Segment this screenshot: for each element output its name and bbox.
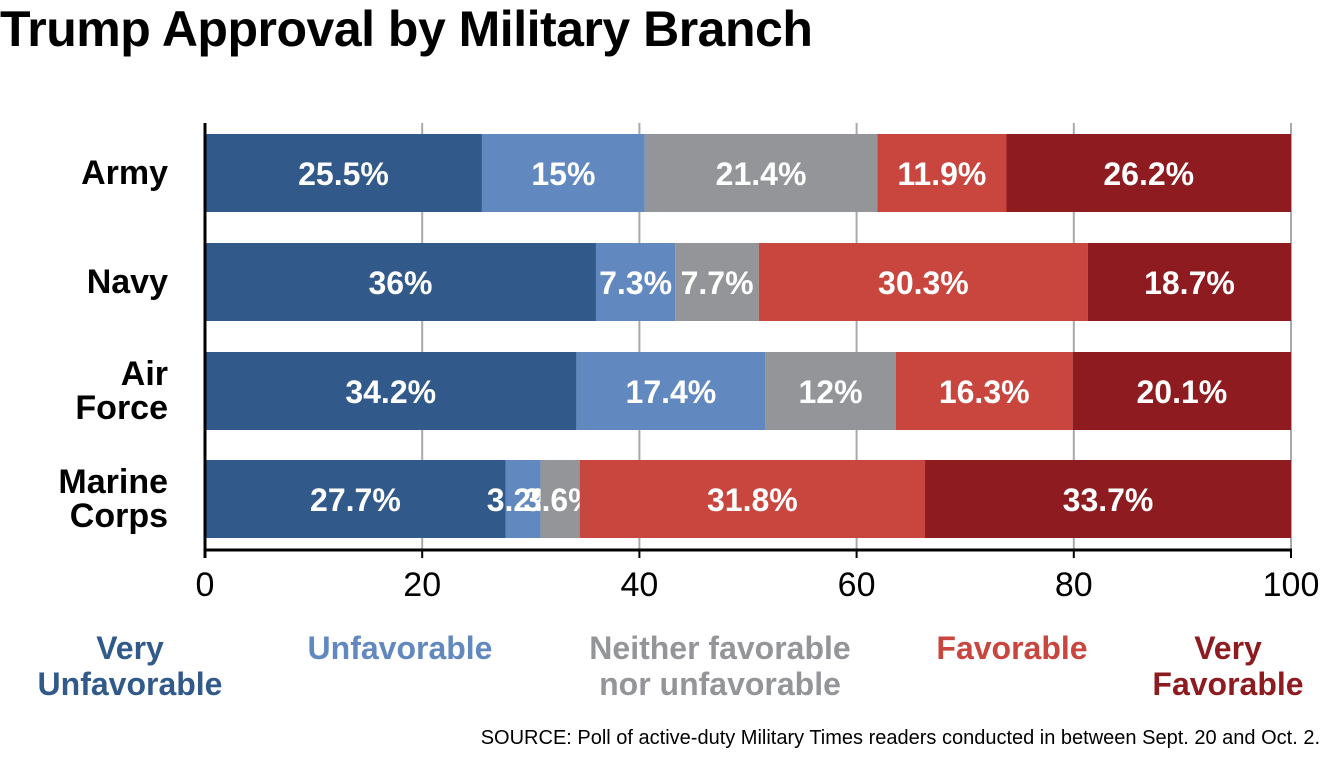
legend-item: Neither favorable nor unfavorable xyxy=(550,630,890,702)
data-label: 26.2% xyxy=(1103,156,1194,192)
bar-segment xyxy=(644,134,878,212)
source-note: SOURCE: Poll of active-duty Military Tim… xyxy=(480,727,1320,749)
legend-label-line: Neither favorable xyxy=(589,630,851,666)
bar-segment xyxy=(576,352,766,430)
x-tick-label: 80 xyxy=(1055,566,1093,604)
legend-label-line: Unfavorable xyxy=(307,630,493,666)
category-label: Marine xyxy=(58,463,168,501)
bar-segment xyxy=(895,352,1073,430)
data-label: 20.1% xyxy=(1136,374,1227,410)
bar-segment xyxy=(1072,352,1291,430)
bar-segment xyxy=(205,352,577,430)
x-tick-label: 100 xyxy=(1263,566,1320,604)
data-label: 17.4% xyxy=(626,374,717,410)
data-label: 16.3% xyxy=(939,374,1030,410)
data-label: 31.8% xyxy=(707,482,798,518)
bar-segment xyxy=(205,243,596,321)
bar-segment xyxy=(579,460,926,538)
bar-segment xyxy=(877,134,1007,212)
data-label: 36% xyxy=(368,265,432,301)
data-label: 27.7% xyxy=(310,482,401,518)
legend-label-line: Unfavorable xyxy=(37,666,223,702)
x-tick-label: 0 xyxy=(196,566,215,604)
data-label: 7.3% xyxy=(599,265,672,301)
data-label: 12% xyxy=(799,374,863,410)
data-label: 30.3% xyxy=(878,265,969,301)
bar-segment xyxy=(1087,243,1291,321)
legend-item: Favorable xyxy=(842,630,1182,666)
legend-item: Unfavorable xyxy=(230,630,570,666)
category-label: Corps xyxy=(70,497,168,535)
axes xyxy=(203,123,1292,558)
data-label: 18.7% xyxy=(1144,265,1235,301)
data-label: 34.2% xyxy=(345,374,436,410)
x-tick-label: 60 xyxy=(838,566,876,604)
bar-segment xyxy=(205,134,482,212)
bar-segment xyxy=(595,243,676,321)
bar-segment xyxy=(481,134,645,212)
category-label: Army xyxy=(81,154,168,192)
legend-label-line: Very xyxy=(1194,630,1262,666)
data-label: 7.7% xyxy=(681,265,754,301)
bar-segment xyxy=(675,243,759,321)
x-tick-labels: 0 20 40 60 80 100 xyxy=(196,566,1320,604)
bars: 25.5% 15% 21.4% 11.9% 26.2% 36% 7.3% 7.7% 30.3% 1… xyxy=(205,134,1291,538)
legend-item: Very Unfavorable xyxy=(0,630,300,702)
bar-segment xyxy=(765,352,896,430)
bar-segment xyxy=(505,460,541,538)
x-tick-label: 40 xyxy=(620,566,658,604)
data-label: 33.7% xyxy=(1063,482,1154,518)
legend-label-line: nor unfavorable xyxy=(599,666,841,702)
legend-label-line: Very xyxy=(96,630,164,666)
data-label: 11.9% xyxy=(897,156,986,192)
bar-segment xyxy=(205,460,506,538)
category-label: Air xyxy=(121,355,168,393)
bar-segment xyxy=(1006,134,1291,212)
bar-segment xyxy=(925,460,1291,538)
data-label: 25.5% xyxy=(298,156,389,192)
legend-item: Very Favorable xyxy=(1058,630,1326,702)
legend-label-line: Favorable xyxy=(1152,666,1304,702)
bar-segment xyxy=(540,460,580,538)
bar-segment xyxy=(758,243,1088,321)
chart-title: Trump Approval by Military Branch xyxy=(0,1,813,57)
category-label: Navy xyxy=(87,263,168,301)
data-label: 15% xyxy=(531,156,595,192)
category-label: Force xyxy=(75,389,168,427)
data-label: 21.4% xyxy=(716,156,807,192)
x-tick-label: 20 xyxy=(403,566,441,604)
legend-label-line: Favorable xyxy=(936,630,1088,666)
